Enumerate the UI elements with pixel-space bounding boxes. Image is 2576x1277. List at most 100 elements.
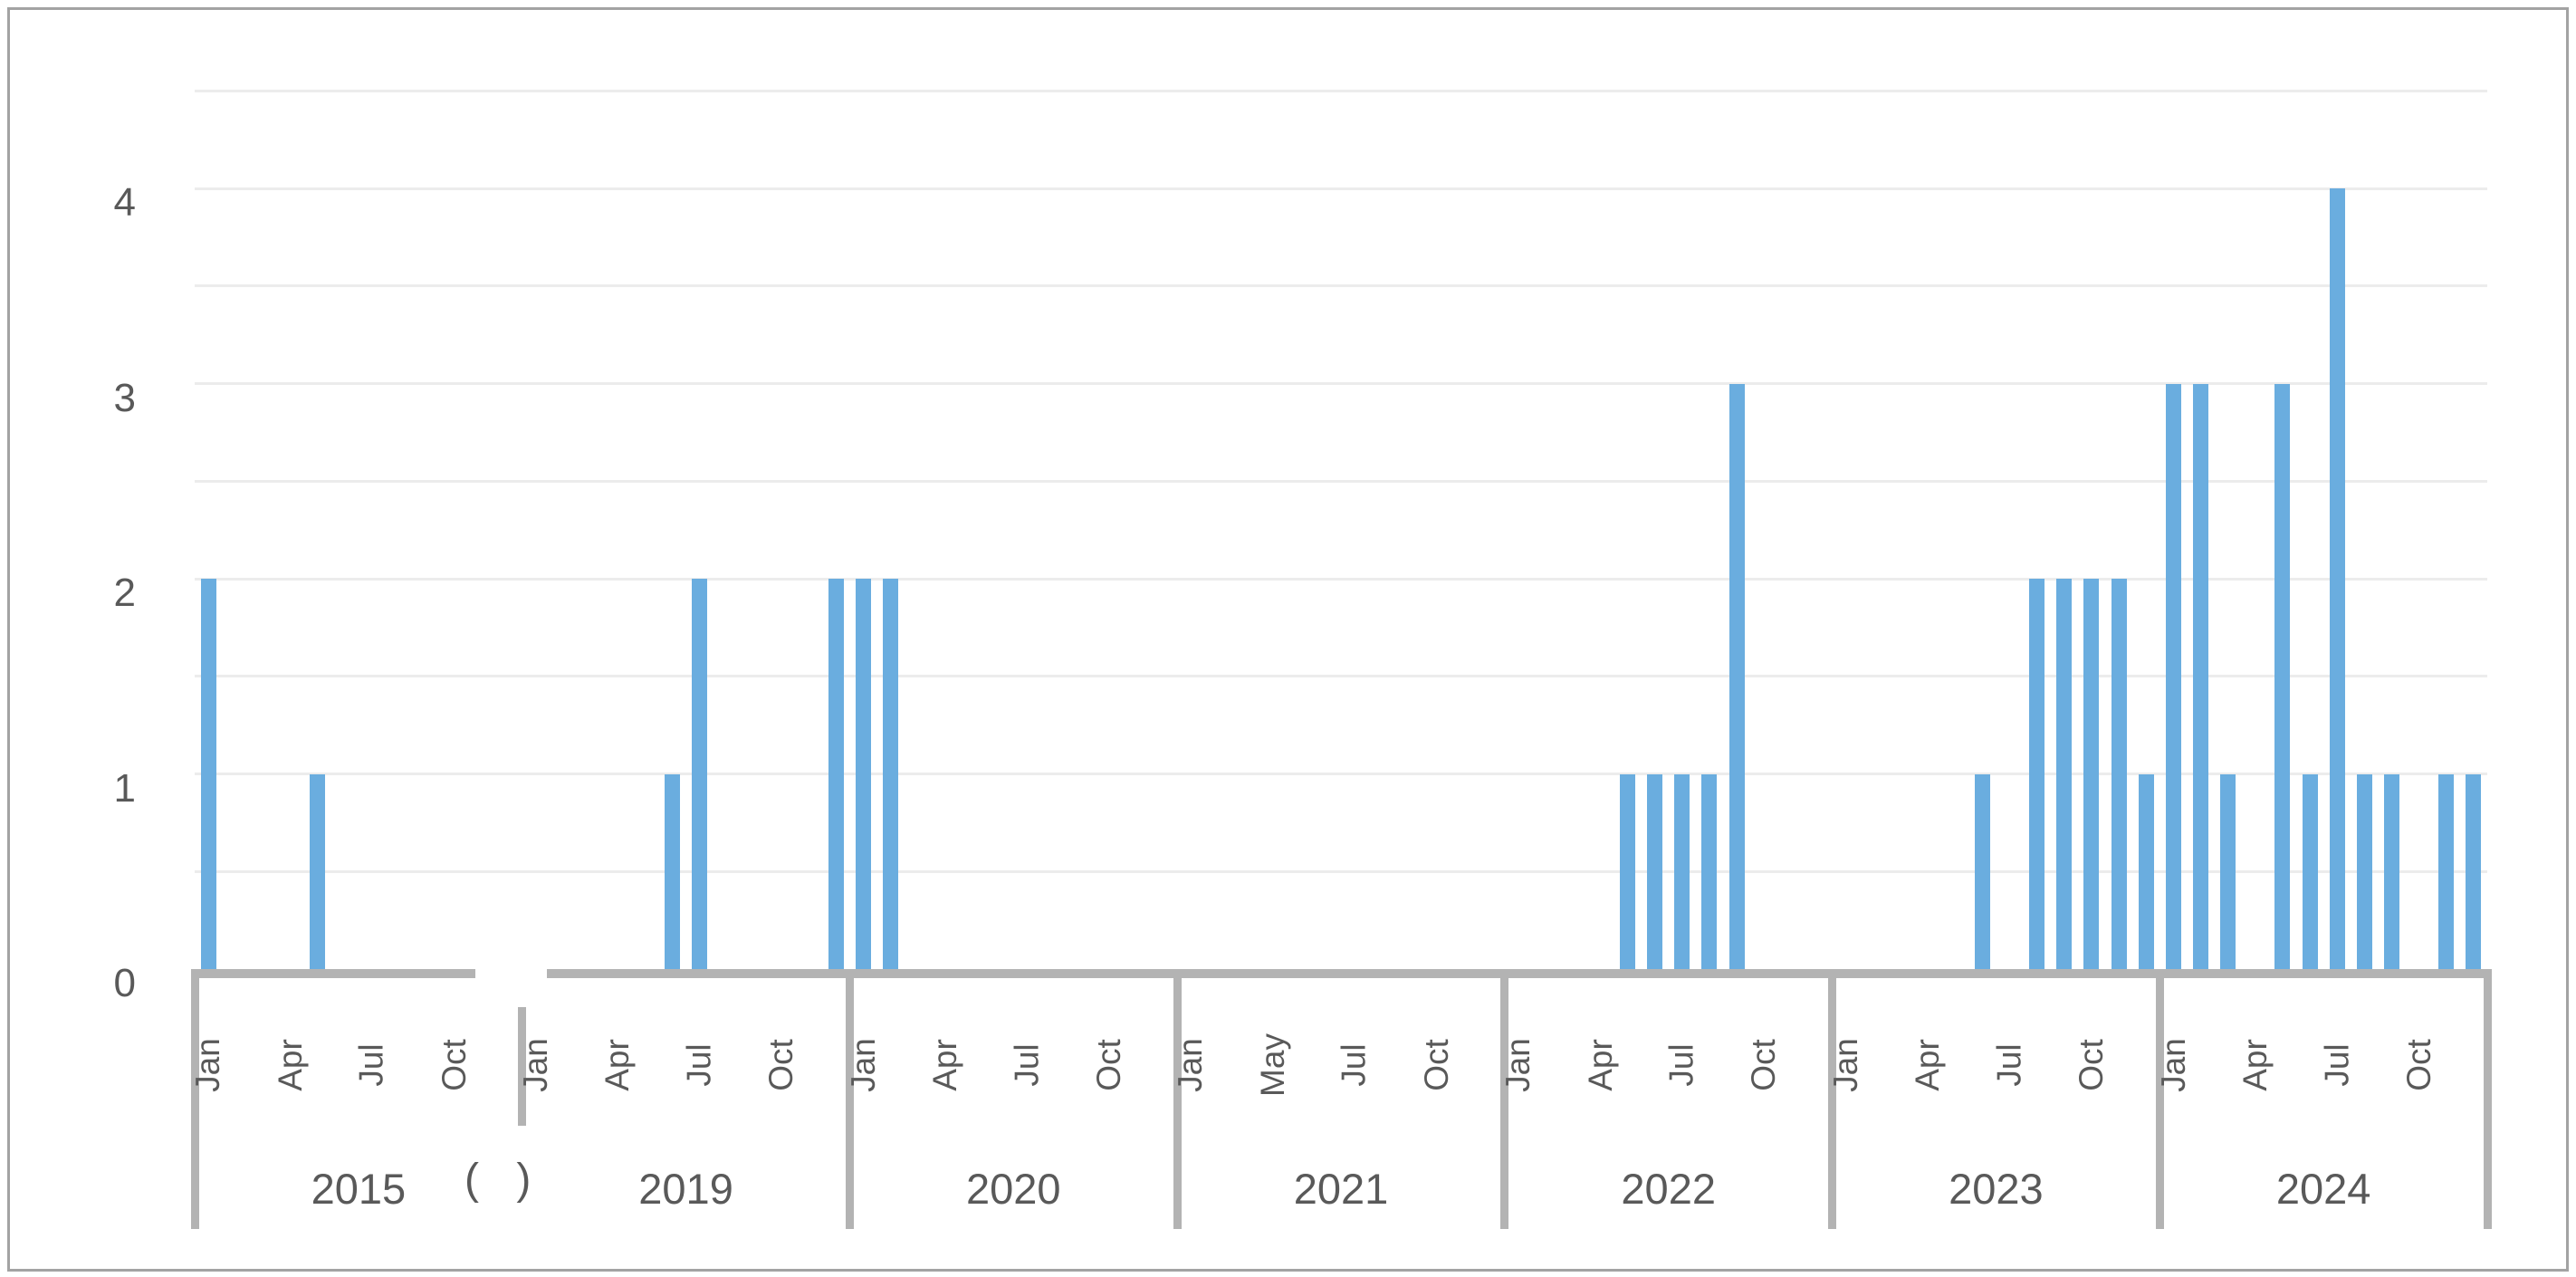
figure-border: [7, 7, 2569, 1272]
x-axis-line-segment: [546, 969, 2487, 978]
month-tick-label-text: Jul: [1662, 1043, 1700, 1087]
month-tick-label-text: Oct: [1417, 1039, 1455, 1091]
year-group-label: 2022: [1621, 1165, 1716, 1213]
data-bar-2024-m1: [2165, 383, 2181, 969]
group-separator-tick: [1500, 978, 1509, 1229]
month-tick-label: Jan: [844, 1013, 882, 1118]
y-gridline: [195, 187, 2487, 190]
data-bar-2019-m6: [665, 773, 680, 969]
month-tick-label: Jul: [1990, 1013, 2028, 1118]
data-bar-2023-m9: [2056, 579, 2073, 969]
y-gridline: [195, 773, 2487, 775]
group-separator-tick: [1173, 978, 1182, 1229]
month-tick-label: Oct: [1089, 1013, 1127, 1118]
month-tick-label: Oct: [1417, 1013, 1455, 1118]
year-group-label: 2021: [1293, 1165, 1389, 1213]
month-tick-label: Jan: [1826, 1013, 1864, 1118]
data-bar-2024-m3: [2220, 773, 2236, 969]
year-group-label: 2015: [311, 1165, 407, 1213]
month-tick-label-text: Apr: [2236, 1039, 2274, 1091]
month-tick-label: Apr: [271, 1013, 309, 1118]
month-tick-label: Jul: [1662, 1013, 1700, 1118]
data-bar-2015-m5: [310, 773, 326, 969]
data-bar-2015-m1: [200, 579, 216, 969]
data-bar-2019-m7: [692, 579, 708, 969]
group-separator-tick: [1828, 978, 1837, 1229]
month-tick-label: Apr: [1909, 1013, 1947, 1118]
data-bar-2022-m8: [1701, 773, 1718, 969]
group-separator-tick: [2155, 978, 2164, 1229]
y-gridline: [195, 675, 2487, 678]
month-tick-label: Oct: [2073, 1013, 2110, 1118]
group-separator-tick: [518, 1007, 527, 1126]
y-gridline: [195, 869, 2487, 873]
month-tick-label: Jul: [1336, 1013, 1373, 1118]
month-tick-label-text: Jan: [1826, 1038, 1864, 1092]
month-tick-label-text: Apr: [1909, 1039, 1947, 1091]
month-tick-label: May: [1254, 1013, 1291, 1118]
month-tick-label: Apr: [2236, 1013, 2274, 1118]
month-tick-label: Jan: [189, 1013, 226, 1118]
data-bar-2022-m6: [1647, 773, 1663, 969]
month-tick-label: Oct: [435, 1013, 473, 1118]
month-tick-label: Apr: [1581, 1013, 1618, 1118]
data-bar-2024-m7: [2329, 188, 2345, 969]
data-bar-2019-m12: [828, 579, 844, 969]
data-bar-2022-m7: [1674, 773, 1690, 969]
month-tick-label-text: Apr: [925, 1039, 963, 1091]
month-tick-label-text: Jan: [2154, 1038, 2192, 1092]
month-tick-label-text: Oct: [1089, 1039, 1127, 1091]
data-bar-2023-m8: [2029, 579, 2045, 969]
x-axis-line-segment: [195, 969, 475, 978]
month-tick-label-text: Oct: [762, 1039, 800, 1091]
month-tick-label-text: Jul: [1336, 1043, 1374, 1087]
data-bar-2023-m12: [2138, 773, 2154, 969]
group-separator-tick: [845, 978, 854, 1229]
data-bar-2020-m2: [883, 579, 899, 969]
month-tick-label-text: Jul: [1990, 1043, 2028, 1087]
data-bar-2024-m2: [2193, 383, 2208, 969]
month-tick-label-text: Jan: [1499, 1038, 1537, 1092]
month-tick-label-text: Oct: [1745, 1039, 1783, 1091]
month-tick-label: Jul: [680, 1013, 718, 1118]
data-bar-2022-m9: [1729, 383, 1745, 969]
data-bar-2024-m12: [2466, 773, 2482, 969]
y-axis-tick-label: 4: [113, 180, 136, 225]
data-bar-2022-m5: [1620, 773, 1635, 969]
year-group-label: 2019: [638, 1165, 733, 1213]
month-tick-label-text: Jan: [516, 1038, 554, 1092]
group-separator-tick: [2483, 969, 2492, 1229]
month-tick-label-text: Jul: [680, 1043, 718, 1087]
data-bar-2023-m6: [1974, 773, 1990, 969]
year-group-label: 2023: [1949, 1165, 2044, 1213]
month-tick-label: Jan: [516, 1013, 554, 1118]
month-tick-label-text: Jan: [1172, 1038, 1210, 1092]
month-tick-label: Oct: [762, 1013, 800, 1118]
y-gridline: [195, 89, 2487, 92]
month-tick-label-text: Oct: [2072, 1039, 2110, 1091]
month-tick-label: Apr: [599, 1013, 636, 1118]
month-tick-label: Oct: [1745, 1013, 1783, 1118]
y-axis-tick-label: 0: [113, 961, 136, 1005]
data-bar-2024-m9: [2384, 773, 2399, 969]
month-tick-label: Apr: [925, 1013, 963, 1118]
month-tick-label-text: Jan: [844, 1038, 882, 1092]
month-tick-label-text: Apr: [271, 1039, 309, 1091]
y-axis-tick-label: 3: [113, 375, 136, 420]
data-bar-2023-m11: [2111, 579, 2127, 969]
month-tick-label-text: Oct: [2399, 1039, 2437, 1091]
month-tick-label: Jul: [2318, 1013, 2355, 1118]
month-tick-label-text: Jul: [352, 1043, 390, 1087]
group-separator-tick: [190, 969, 199, 1229]
y-axis-tick-label: 2: [113, 571, 136, 615]
month-tick-label-text: Apr: [599, 1039, 637, 1091]
y-gridline: [195, 382, 2487, 385]
data-bar-2024-m8: [2356, 773, 2372, 969]
month-tick-label: Jan: [1172, 1013, 1210, 1118]
month-tick-label: Jul: [1008, 1013, 1046, 1118]
month-tick-label-text: Jul: [1008, 1043, 1046, 1087]
year-group-label: 2024: [2275, 1165, 2371, 1213]
month-tick-label-text: Oct: [435, 1039, 473, 1091]
data-bar-2024-m11: [2438, 773, 2455, 969]
